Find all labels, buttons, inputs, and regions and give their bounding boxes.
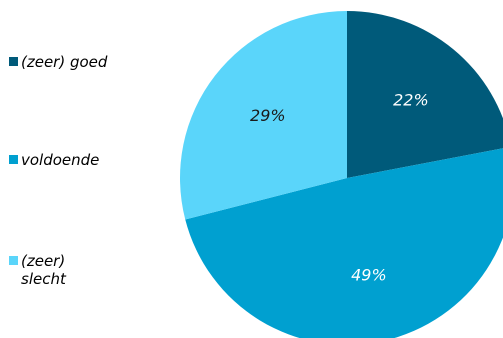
legend-item-zeer-slecht: (zeer) slecht — [9, 252, 85, 288]
pie-slice-0 — [347, 11, 503, 178]
legend-swatch-voldoende — [9, 155, 18, 164]
legend-item-voldoende: voldoende — [9, 151, 99, 169]
legend-swatch-zeer-goed — [9, 57, 18, 66]
legend-label-zeer-goed: (zeer) goed — [21, 53, 108, 71]
legend-label-voldoende: voldoende — [21, 151, 100, 169]
pie-slice-label-2: 29% — [250, 106, 286, 125]
pie-slice-2 — [180, 11, 347, 220]
pie-slice-label-0: 22% — [393, 90, 429, 109]
legend-swatch-zeer-slecht — [9, 256, 18, 265]
pie-slice-1 — [185, 148, 503, 338]
pie-slice-label-1: 49% — [351, 265, 387, 284]
pie-slice-labels: 22% 49% 29% — [250, 90, 429, 284]
legend-item-zeer-goed: (zeer) goed — [9, 53, 107, 71]
pie-slices — [180, 11, 503, 338]
legend-label-zeer-slecht: (zeer) slecht — [21, 252, 66, 288]
